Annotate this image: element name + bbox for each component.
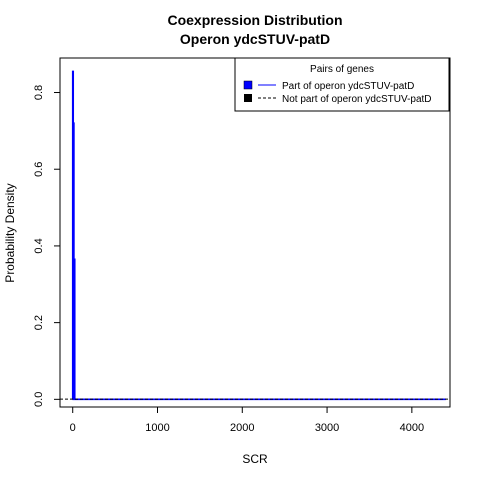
y-tick-label: 0.8 bbox=[33, 85, 45, 100]
y-tick-label: 0.2 bbox=[33, 315, 45, 330]
x-tick-label: 1000 bbox=[145, 422, 169, 434]
legend: Pairs of genes Part of operon ydcSTUV-pa… bbox=[234, 57, 450, 112]
y-axis-title: Probability Density bbox=[3, 183, 17, 282]
legend-swatch-not-part bbox=[244, 94, 252, 102]
y-tick-label: 0.6 bbox=[33, 162, 45, 177]
x-axis-title: SCR bbox=[242, 452, 268, 466]
x-tick-label: 0 bbox=[70, 422, 76, 434]
x-tick-label: 2000 bbox=[230, 422, 254, 434]
y-tick-label: 0.0 bbox=[33, 392, 45, 407]
legend-swatch-part bbox=[243, 80, 253, 90]
axes: 0 1000 2000 3000 4000 0.0 0.2 0.4 0.6 0.8 bbox=[33, 57, 451, 434]
y-tick-label: 0.4 bbox=[33, 238, 45, 253]
chart-subtitle: Operon ydcSTUV-patD bbox=[180, 31, 330, 47]
series-line-part-of-operon bbox=[71, 70, 446, 401]
legend-title: Pairs of genes bbox=[310, 64, 374, 75]
legend-label-part: Part of operon ydcSTUV-patD bbox=[282, 81, 414, 92]
x-tick-label: 3000 bbox=[315, 422, 339, 434]
legend-label-not-part: Not part of operon ydcSTUV-patD bbox=[282, 94, 432, 105]
plot-area bbox=[60, 70, 450, 401]
chart-title: Coexpression Distribution bbox=[167, 12, 342, 28]
x-tick-label: 4000 bbox=[400, 422, 424, 434]
